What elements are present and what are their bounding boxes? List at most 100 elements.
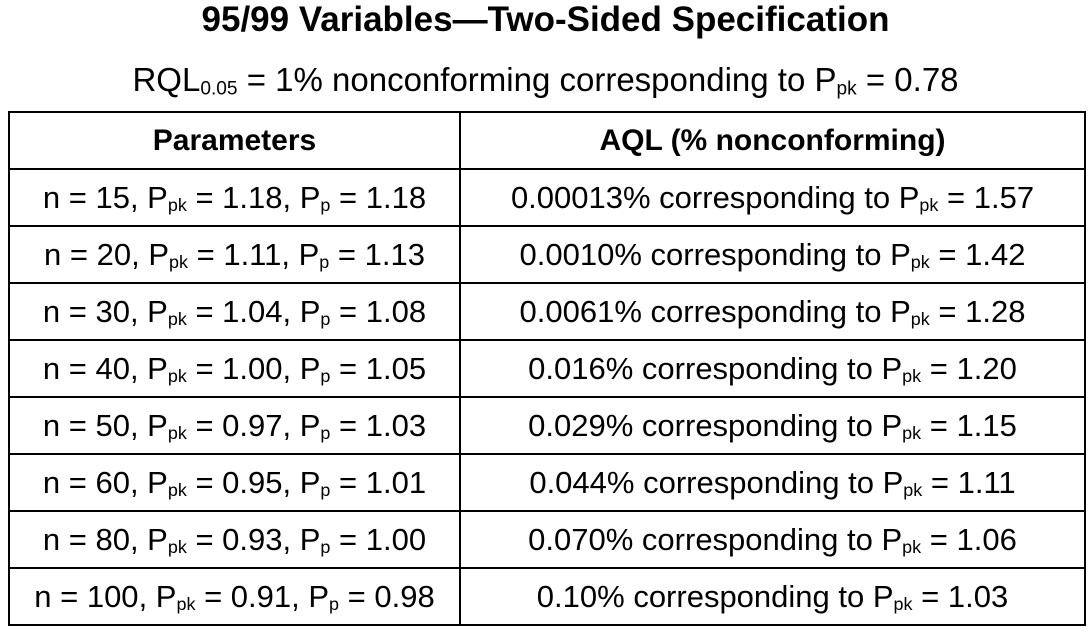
subscript-p: p <box>320 479 331 500</box>
subtitle: RQL0.05 = 1% nonconforming corresponding… <box>0 60 1091 100</box>
table-row: n = 50, Ppk = 0.97, Pp = 1.03 0.029% corr… <box>8 396 1086 455</box>
subscript-pk: pk <box>903 479 923 500</box>
label-eq: = <box>186 407 223 443</box>
value-n: 40 <box>95 350 130 386</box>
subscript-p: p <box>320 308 331 329</box>
value-aql-ppk: 1.20 <box>956 350 1017 386</box>
subscript-pk: pk <box>169 251 188 272</box>
label-eq: = <box>186 521 223 557</box>
value-ppk: 1.18 <box>222 179 283 215</box>
label-ppk: , P <box>138 578 177 614</box>
subtitle-middle: = 1% nonconforming corresponding to P <box>237 61 837 98</box>
label-eq: = <box>186 179 223 215</box>
value-n: 20 <box>96 236 132 272</box>
cell-parameters: n = 40, Ppk = 1.00, Pp = 1.05 <box>8 339 461 398</box>
label-ppk: , P <box>129 521 168 557</box>
value-aql: 0.044% <box>529 464 635 500</box>
cell-parameters: n = 60, Ppk = 0.95, Pp = 1.01 <box>8 453 461 512</box>
label-corr: corresponding to P <box>633 350 903 386</box>
label-corr: corresponding to P <box>641 293 911 329</box>
label-n: n = <box>44 236 97 272</box>
value-pp: 1.08 <box>365 293 427 329</box>
value-pp: 0.98 <box>374 578 435 614</box>
label-eq: = <box>186 293 223 329</box>
value-aql-ppk: 1.03 <box>947 578 1009 614</box>
cell-aql: 0.029% corresponding to Ppk = 1.15 <box>459 396 1086 455</box>
value-aql-ppk: 1.42 <box>965 236 1026 272</box>
label-pp: , P <box>291 578 330 614</box>
value-n: 100 <box>86 578 139 614</box>
subscript-p: p <box>320 536 331 557</box>
subscript-pk: pk <box>167 422 187 443</box>
label-ppk: , P <box>129 350 168 386</box>
subtitle-prefix-subscript: 0.05 <box>200 78 238 100</box>
label-eq: = <box>922 464 958 500</box>
cell-parameters: n = 15, Ppk = 1.18, Pp = 1.18 <box>8 168 461 227</box>
value-aql: 0.016% <box>528 350 634 386</box>
subscript-pk: pk <box>919 194 939 215</box>
label-eq: = <box>929 293 966 329</box>
label-n: n = <box>42 464 96 500</box>
table-row: n = 15, Ppk = 1.18, Pp = 1.18 0.00013% co… <box>8 168 1086 227</box>
label-corr: corresponding to P <box>633 407 903 443</box>
label-pp: , P <box>282 407 321 443</box>
label-ppk: , P <box>131 236 169 272</box>
label-ppk: , P <box>129 407 168 443</box>
value-aql-ppk: 1.06 <box>956 521 1017 557</box>
value-aql: 0.10% <box>536 578 625 614</box>
value-aql-ppk: 1.11 <box>957 464 1016 500</box>
label-corr: corresponding to P <box>633 521 903 557</box>
table-row: n = 20, Ppk = 1.11, Pp = 1.13 0.0010% cor… <box>8 225 1086 284</box>
label-ppk: , P <box>129 179 168 215</box>
cell-aql: 0.044% corresponding to Ppk = 1.11 <box>459 453 1086 512</box>
subscript-pk: pk <box>167 365 187 386</box>
cell-parameters: n = 20, Ppk = 1.11, Pp = 1.13 <box>8 225 461 284</box>
cell-aql: 0.10% corresponding to Ppk = 1.03 <box>459 567 1086 626</box>
cell-aql: 0.016% corresponding to Ppk = 1.20 <box>459 339 1086 398</box>
label-corr: corresponding to P <box>634 464 904 500</box>
label-eq: = <box>330 521 366 557</box>
value-pp: 1.03 <box>365 407 427 443</box>
label-eq: = <box>329 236 365 272</box>
cell-aql: 0.00013% corresponding to Ppk = 1.57 <box>459 168 1086 227</box>
subtitle-ppk-subscript: pk <box>836 78 857 100</box>
subscript-pk: pk <box>902 365 922 386</box>
table-row: n = 40, Ppk = 1.00, Pp = 1.05 0.016% corr… <box>8 339 1086 398</box>
label-pp: , P <box>282 293 321 329</box>
cell-aql: 0.0061% corresponding to Ppk = 1.28 <box>459 282 1086 341</box>
value-ppk: 1.04 <box>222 293 283 329</box>
label-eq: = <box>912 578 948 614</box>
label-eq: = <box>929 236 966 272</box>
label-n: n = <box>42 293 96 329</box>
value-pp: 1.05 <box>365 350 427 386</box>
label-eq: = <box>330 407 366 443</box>
label-n: n = <box>34 578 87 614</box>
subscript-p: p <box>320 194 331 215</box>
label-eq: = <box>330 179 366 215</box>
value-n: 30 <box>95 293 130 329</box>
cell-parameters: n = 100, Ppk = 0.91, Pp = 0.98 <box>8 567 461 626</box>
value-aql: 0.00013% <box>510 179 651 215</box>
value-n: 15 <box>95 179 130 215</box>
cell-parameters: n = 80, Ppk = 0.93, Pp = 1.00 <box>8 510 461 569</box>
value-aql-ppk: 1.57 <box>973 179 1035 215</box>
value-n: 50 <box>95 407 130 443</box>
value-ppk: 0.95 <box>222 464 283 500</box>
subscript-pk: pk <box>893 593 913 614</box>
value-aql-ppk: 1.28 <box>965 293 1026 329</box>
page-title: 95/99 Variables—Two-Sided Specification <box>201 0 890 39</box>
label-eq: = <box>330 350 366 386</box>
value-ppk: 0.91 <box>230 578 292 614</box>
value-aql: 0.070% <box>528 521 634 557</box>
label-pp: , P <box>282 521 321 557</box>
label-n: n = <box>42 407 96 443</box>
value-n: 80 <box>95 521 130 557</box>
table-row: n = 60, Ppk = 0.95, Pp = 1.01 0.044% corr… <box>8 453 1086 512</box>
value-pp: 1.01 <box>365 464 427 500</box>
label-pp: , P <box>281 236 320 272</box>
label-eq: = <box>186 464 223 500</box>
subscript-pk: pk <box>902 536 922 557</box>
subscript-p: p <box>320 422 331 443</box>
subscript-pk: pk <box>167 479 187 500</box>
aql-table: Parameters AQL (% nonconforming) n = 15,… <box>8 111 1086 626</box>
